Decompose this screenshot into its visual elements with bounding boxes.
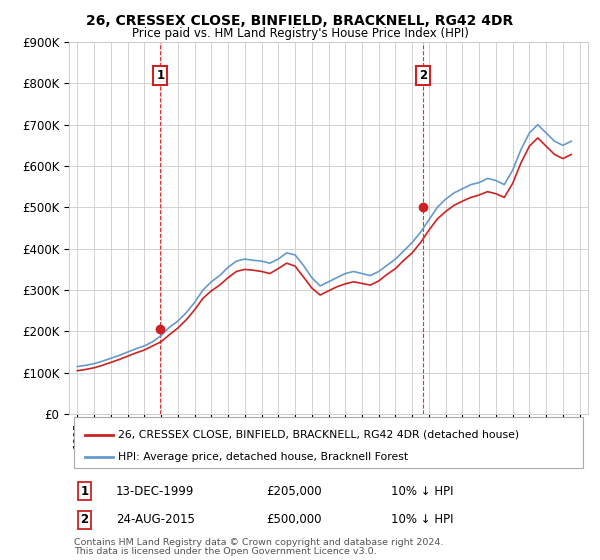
Text: 26, CRESSEX CLOSE, BINFIELD, BRACKNELL, RG42 4DR: 26, CRESSEX CLOSE, BINFIELD, BRACKNELL, … bbox=[86, 14, 514, 28]
Text: 24-AUG-2015: 24-AUG-2015 bbox=[116, 514, 194, 526]
Text: 13-DEC-1999: 13-DEC-1999 bbox=[116, 485, 194, 498]
Text: 10% ↓ HPI: 10% ↓ HPI bbox=[391, 485, 453, 498]
Text: This data is licensed under the Open Government Licence v3.0.: This data is licensed under the Open Gov… bbox=[74, 547, 377, 556]
Text: £205,000: £205,000 bbox=[266, 485, 322, 498]
Text: 1: 1 bbox=[80, 485, 89, 498]
FancyBboxPatch shape bbox=[74, 417, 583, 469]
Text: 2: 2 bbox=[419, 68, 427, 82]
Text: £500,000: £500,000 bbox=[266, 514, 322, 526]
Text: 1: 1 bbox=[157, 68, 164, 82]
Text: Contains HM Land Registry data © Crown copyright and database right 2024.: Contains HM Land Registry data © Crown c… bbox=[74, 538, 443, 547]
Text: 10% ↓ HPI: 10% ↓ HPI bbox=[391, 514, 453, 526]
Text: 2: 2 bbox=[80, 514, 89, 526]
Text: HPI: Average price, detached house, Bracknell Forest: HPI: Average price, detached house, Brac… bbox=[118, 452, 409, 462]
Text: Price paid vs. HM Land Registry's House Price Index (HPI): Price paid vs. HM Land Registry's House … bbox=[131, 27, 469, 40]
Text: 26, CRESSEX CLOSE, BINFIELD, BRACKNELL, RG42 4DR (detached house): 26, CRESSEX CLOSE, BINFIELD, BRACKNELL, … bbox=[118, 430, 520, 440]
